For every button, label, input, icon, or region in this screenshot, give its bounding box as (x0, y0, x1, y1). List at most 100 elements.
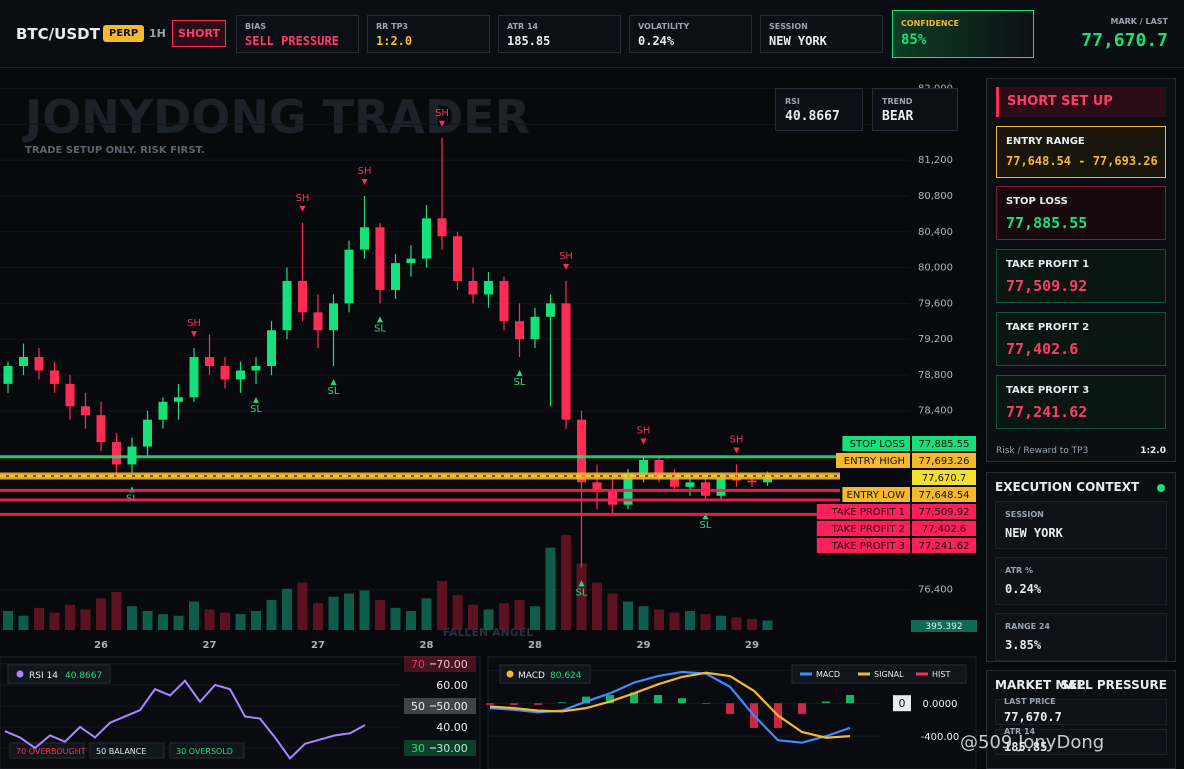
x-tick-label: 27 (311, 640, 325, 651)
label: TAKE PROFIT 1 (1006, 259, 1090, 270)
candle-body (267, 330, 276, 367)
volume-bar (297, 582, 308, 630)
candle-body (236, 370, 245, 380)
volume-bar (80, 609, 91, 630)
candle-body (406, 258, 416, 264)
label: ATR 14 (1004, 727, 1036, 736)
symbol: BTC/USDT (16, 25, 100, 43)
volume-label: 395.392 (925, 622, 962, 632)
volume-bar (716, 615, 726, 630)
candle-body (205, 357, 214, 367)
volume-bar (592, 582, 602, 630)
candle-body (158, 401, 168, 420)
setup-panel: SHORT SET UP ENTRY RANGE 77,648.54 - 77,… (986, 78, 1176, 462)
level-value-box (912, 487, 976, 502)
target-card: TAKE PROFIT 3 77,241.62 (996, 375, 1166, 429)
target-card: TAKE PROFIT 2 77,402.6 (996, 312, 1166, 366)
context-title: EXECUTION CONTEXT (995, 480, 1140, 494)
swing-label: SL (700, 520, 712, 531)
badge-label: 30 (411, 742, 425, 755)
candle-body (174, 397, 183, 402)
confidence: CONFIDENCE 85% (892, 10, 1034, 58)
candle-body (468, 280, 478, 295)
volume-bar (111, 592, 122, 630)
platform-mark: @509 JonyDong (960, 732, 1105, 753)
label: ENTRY RANGE (1006, 136, 1085, 147)
level-name-box (842, 487, 910, 502)
y-tick-label: 80,400 (918, 227, 953, 238)
rsi-dot (16, 670, 24, 678)
label: TREND (882, 97, 913, 106)
volume-bar (623, 601, 633, 630)
swing-label: SH (187, 318, 201, 329)
volume-bar (468, 604, 478, 630)
volume-bar (189, 601, 199, 630)
y-tick-label: 30.00 (436, 742, 468, 755)
level-value-box (912, 453, 976, 468)
swing-arrow (516, 370, 523, 377)
volume-bar (406, 611, 416, 630)
volume-bar (173, 615, 184, 630)
hist-bar (822, 701, 830, 704)
volume-bar (313, 603, 323, 630)
volume-bar (607, 593, 618, 630)
volume-bar (499, 603, 509, 630)
volume-bar (530, 606, 540, 630)
swing-label: SL (328, 386, 340, 397)
swing-arrow (330, 379, 337, 386)
stat-value: SELL PRESSURE (245, 34, 339, 48)
y-tick-label: 0.0000 (923, 699, 958, 710)
level-name: TAKE PROFIT 2 (831, 524, 905, 535)
timeframe[interactable]: 1H (149, 27, 166, 40)
x-tick-label: 27 (203, 640, 217, 651)
mark-label: MARK / LAST (1110, 17, 1168, 26)
legend-box (9, 742, 85, 759)
candle-body (313, 312, 323, 331)
candle-body (34, 357, 44, 371)
candle-body (65, 383, 75, 407)
candle-body (19, 357, 28, 367)
swing-label: SH (435, 108, 449, 119)
candle-body (747, 480, 757, 483)
candle-body (530, 316, 540, 340)
target-card: TAKE PROFIT 1 77,509.92 (996, 249, 1166, 303)
hist-bar (534, 703, 542, 705)
candle-body (360, 227, 369, 250)
level-name-box (816, 504, 910, 519)
candle-body (189, 357, 199, 398)
badge-label: 0 (899, 697, 906, 710)
hist-bar (486, 703, 494, 705)
y-tick-label: 81,200 (918, 155, 953, 166)
volume-bar (158, 614, 168, 630)
level-value: 77,885.55 (919, 439, 970, 450)
swing-arrow (640, 438, 647, 445)
candle-body (484, 280, 493, 295)
stat-box: RR TP3 1:2.0 (367, 15, 490, 53)
candle-body (344, 249, 354, 304)
label: STOP LOSS (1006, 196, 1068, 207)
level-value-box (912, 470, 976, 485)
candle-body (515, 321, 524, 340)
macd-title: MACD (518, 671, 545, 681)
swing-arrow (702, 513, 709, 520)
legend-box (169, 742, 245, 759)
trend-box: TREND BEAR (872, 88, 958, 131)
volume-bar (235, 614, 246, 630)
side[interactable]: SHORT (172, 20, 226, 47)
volume-bar (142, 611, 153, 630)
swing-label: SH (358, 166, 372, 177)
stat-label: ATR 14 (507, 22, 539, 31)
stat-value: NEW YORK (769, 34, 827, 48)
value: 0.24% (1005, 582, 1042, 596)
rsi-box: RSI 40.8667 (775, 88, 863, 131)
macd-dot (506, 670, 514, 678)
rr-label: Risk / Reward to TP3 (996, 446, 1089, 456)
value: 77,885.55 (1006, 214, 1088, 232)
macd-value: 80.624 (550, 671, 582, 681)
candle-body (220, 366, 230, 380)
label: RANGE 24 (1005, 622, 1050, 631)
candle-body (251, 366, 261, 371)
level-name: ENTRY LOW (847, 490, 906, 501)
price-chart: JONYDONG TRADER TRADE SETUP ONLY. RISK F… (0, 84, 977, 769)
level-value: 77,648.54 (919, 490, 970, 501)
